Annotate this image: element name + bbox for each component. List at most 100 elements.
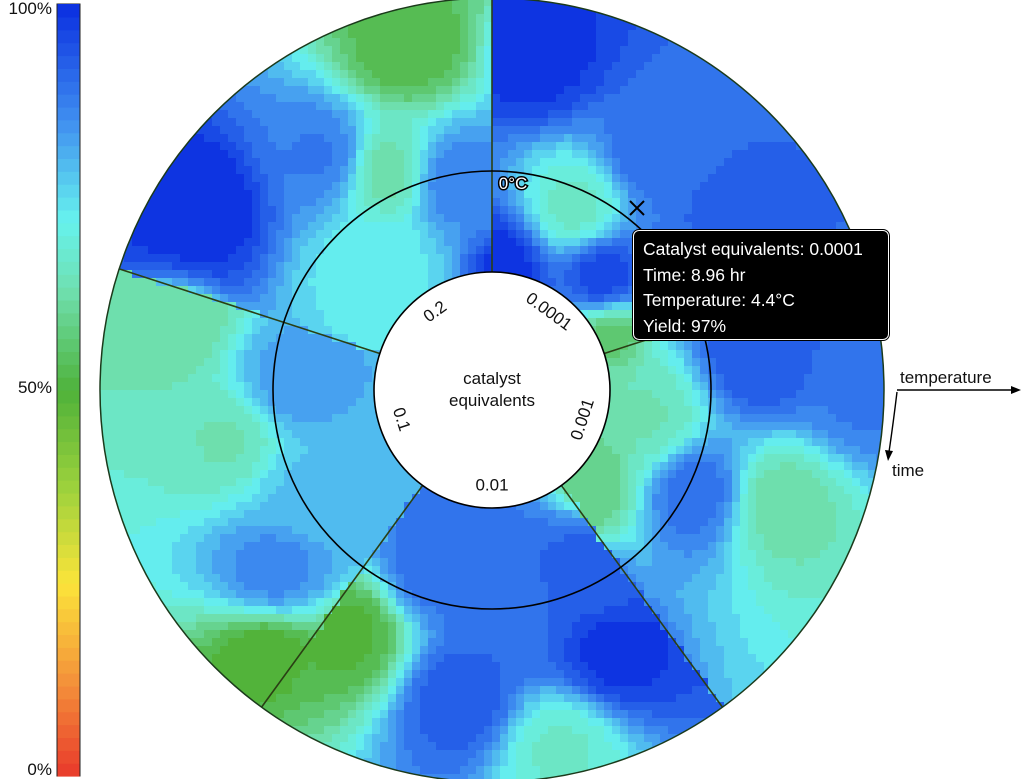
heatmap-cell bbox=[700, 422, 709, 431]
heatmap-cell bbox=[476, 70, 485, 79]
heatmap-cell bbox=[260, 238, 269, 247]
heatmap-cell bbox=[812, 382, 821, 391]
heatmap-cell bbox=[628, 286, 637, 295]
heatmap-cell bbox=[628, 246, 637, 255]
heatmap-cell bbox=[388, 86, 397, 95]
heatmap-cell bbox=[500, 22, 509, 31]
heatmap-cell bbox=[716, 142, 725, 151]
heatmap-cell bbox=[612, 166, 621, 175]
heatmap-cell bbox=[412, 14, 421, 23]
heatmap-cell bbox=[412, 518, 421, 527]
heatmap-cell bbox=[740, 126, 749, 135]
heatmap-cell bbox=[620, 118, 629, 127]
heatmap-cell bbox=[356, 422, 365, 431]
heatmap-cell bbox=[452, 166, 461, 175]
heatmap-cell bbox=[156, 294, 165, 303]
heatmap-cell bbox=[348, 366, 357, 375]
heatmap-cell bbox=[132, 446, 141, 455]
heatmap-cell bbox=[244, 270, 253, 279]
heatmap-cell bbox=[132, 438, 141, 447]
heatmap-cell bbox=[612, 182, 621, 191]
heatmap-cell bbox=[164, 382, 173, 391]
heatmap-cell bbox=[596, 246, 605, 255]
heatmap-cell bbox=[596, 502, 605, 511]
heatmap-cell bbox=[300, 126, 309, 135]
heatmap-cell bbox=[836, 398, 845, 407]
heatmap-cell bbox=[468, 214, 477, 223]
heatmap-cell bbox=[756, 358, 765, 367]
heatmap-cell bbox=[380, 238, 389, 247]
heatmap-cell bbox=[788, 190, 797, 199]
heatmap-cell bbox=[268, 214, 277, 223]
heatmap-cell bbox=[332, 358, 341, 367]
heatmap-cell bbox=[300, 118, 309, 127]
heatmap-cell bbox=[436, 86, 445, 95]
heatmap-cell bbox=[692, 70, 701, 79]
heatmap-cell bbox=[524, 6, 533, 15]
heatmap-cell bbox=[748, 350, 757, 359]
heatmap-cell bbox=[172, 502, 181, 511]
heatmap-cell bbox=[396, 246, 405, 255]
heatmap-cell bbox=[284, 326, 293, 335]
heatmap-cell bbox=[356, 518, 365, 527]
heatmap-cell bbox=[300, 350, 309, 359]
heatmap-cell bbox=[172, 278, 181, 287]
heatmap-cell bbox=[132, 310, 141, 319]
heatmap-cell bbox=[444, 6, 453, 15]
heatmap-cell bbox=[748, 502, 757, 511]
heatmap-cell bbox=[740, 134, 749, 143]
heatmap-cell bbox=[100, 470, 109, 479]
heatmap-cell bbox=[412, 86, 421, 95]
heatmap-cell bbox=[372, 478, 381, 487]
heatmap-cell bbox=[348, 502, 357, 511]
heatmap-cell bbox=[300, 262, 309, 271]
heatmap-cell bbox=[124, 262, 133, 271]
heatmap-cell bbox=[476, 158, 485, 167]
heatmap-cell bbox=[356, 94, 365, 103]
heatmap-cell bbox=[508, 206, 517, 215]
heatmap-cell bbox=[380, 166, 389, 175]
heatmap-cell bbox=[508, 182, 517, 191]
colorbar-band bbox=[57, 351, 80, 365]
heatmap-cell bbox=[700, 206, 709, 215]
heatmap-cell bbox=[268, 238, 277, 247]
heatmap-cell bbox=[628, 166, 637, 175]
heatmap-cell bbox=[676, 382, 685, 391]
heatmap-cell bbox=[804, 438, 813, 447]
heatmap-cell bbox=[316, 126, 325, 135]
heatmap-cell bbox=[588, 206, 597, 215]
heatmap-cell bbox=[332, 166, 341, 175]
heatmap-cell bbox=[828, 510, 837, 519]
heatmap-cell bbox=[636, 510, 645, 519]
heatmap-cell bbox=[628, 254, 637, 263]
heatmap-cell bbox=[244, 158, 253, 167]
heatmap-cell bbox=[684, 94, 693, 103]
heatmap-cell bbox=[156, 350, 165, 359]
heatmap-cell bbox=[548, 214, 557, 223]
heatmap-cell bbox=[748, 134, 757, 143]
heatmap-cell bbox=[580, 486, 589, 495]
heatmap-cell bbox=[660, 494, 669, 503]
heatmap-cell bbox=[100, 294, 109, 303]
heatmap-cell bbox=[676, 446, 685, 455]
heatmap-cell bbox=[716, 494, 725, 503]
heatmap-cell bbox=[404, 54, 413, 63]
heatmap-cell bbox=[564, 206, 573, 215]
heatmap-cell bbox=[604, 454, 613, 463]
heatmap-cell bbox=[332, 86, 341, 95]
heatmap-cell bbox=[628, 334, 637, 343]
heatmap-cell bbox=[100, 422, 109, 431]
heatmap-cell bbox=[676, 118, 685, 127]
heatmap-cell bbox=[700, 430, 709, 439]
heatmap-cell bbox=[260, 406, 269, 415]
heatmap-cell bbox=[204, 174, 213, 183]
heatmap-cell bbox=[108, 390, 117, 399]
heatmap-cell bbox=[428, 198, 437, 207]
heatmap-cell bbox=[612, 398, 621, 407]
heatmap-cell bbox=[700, 94, 709, 103]
heatmap-cell bbox=[820, 470, 829, 479]
heatmap-cell bbox=[308, 342, 317, 351]
heatmap-cell bbox=[404, 174, 413, 183]
heatmap-cell bbox=[580, 174, 589, 183]
heatmap-cell bbox=[236, 470, 245, 479]
